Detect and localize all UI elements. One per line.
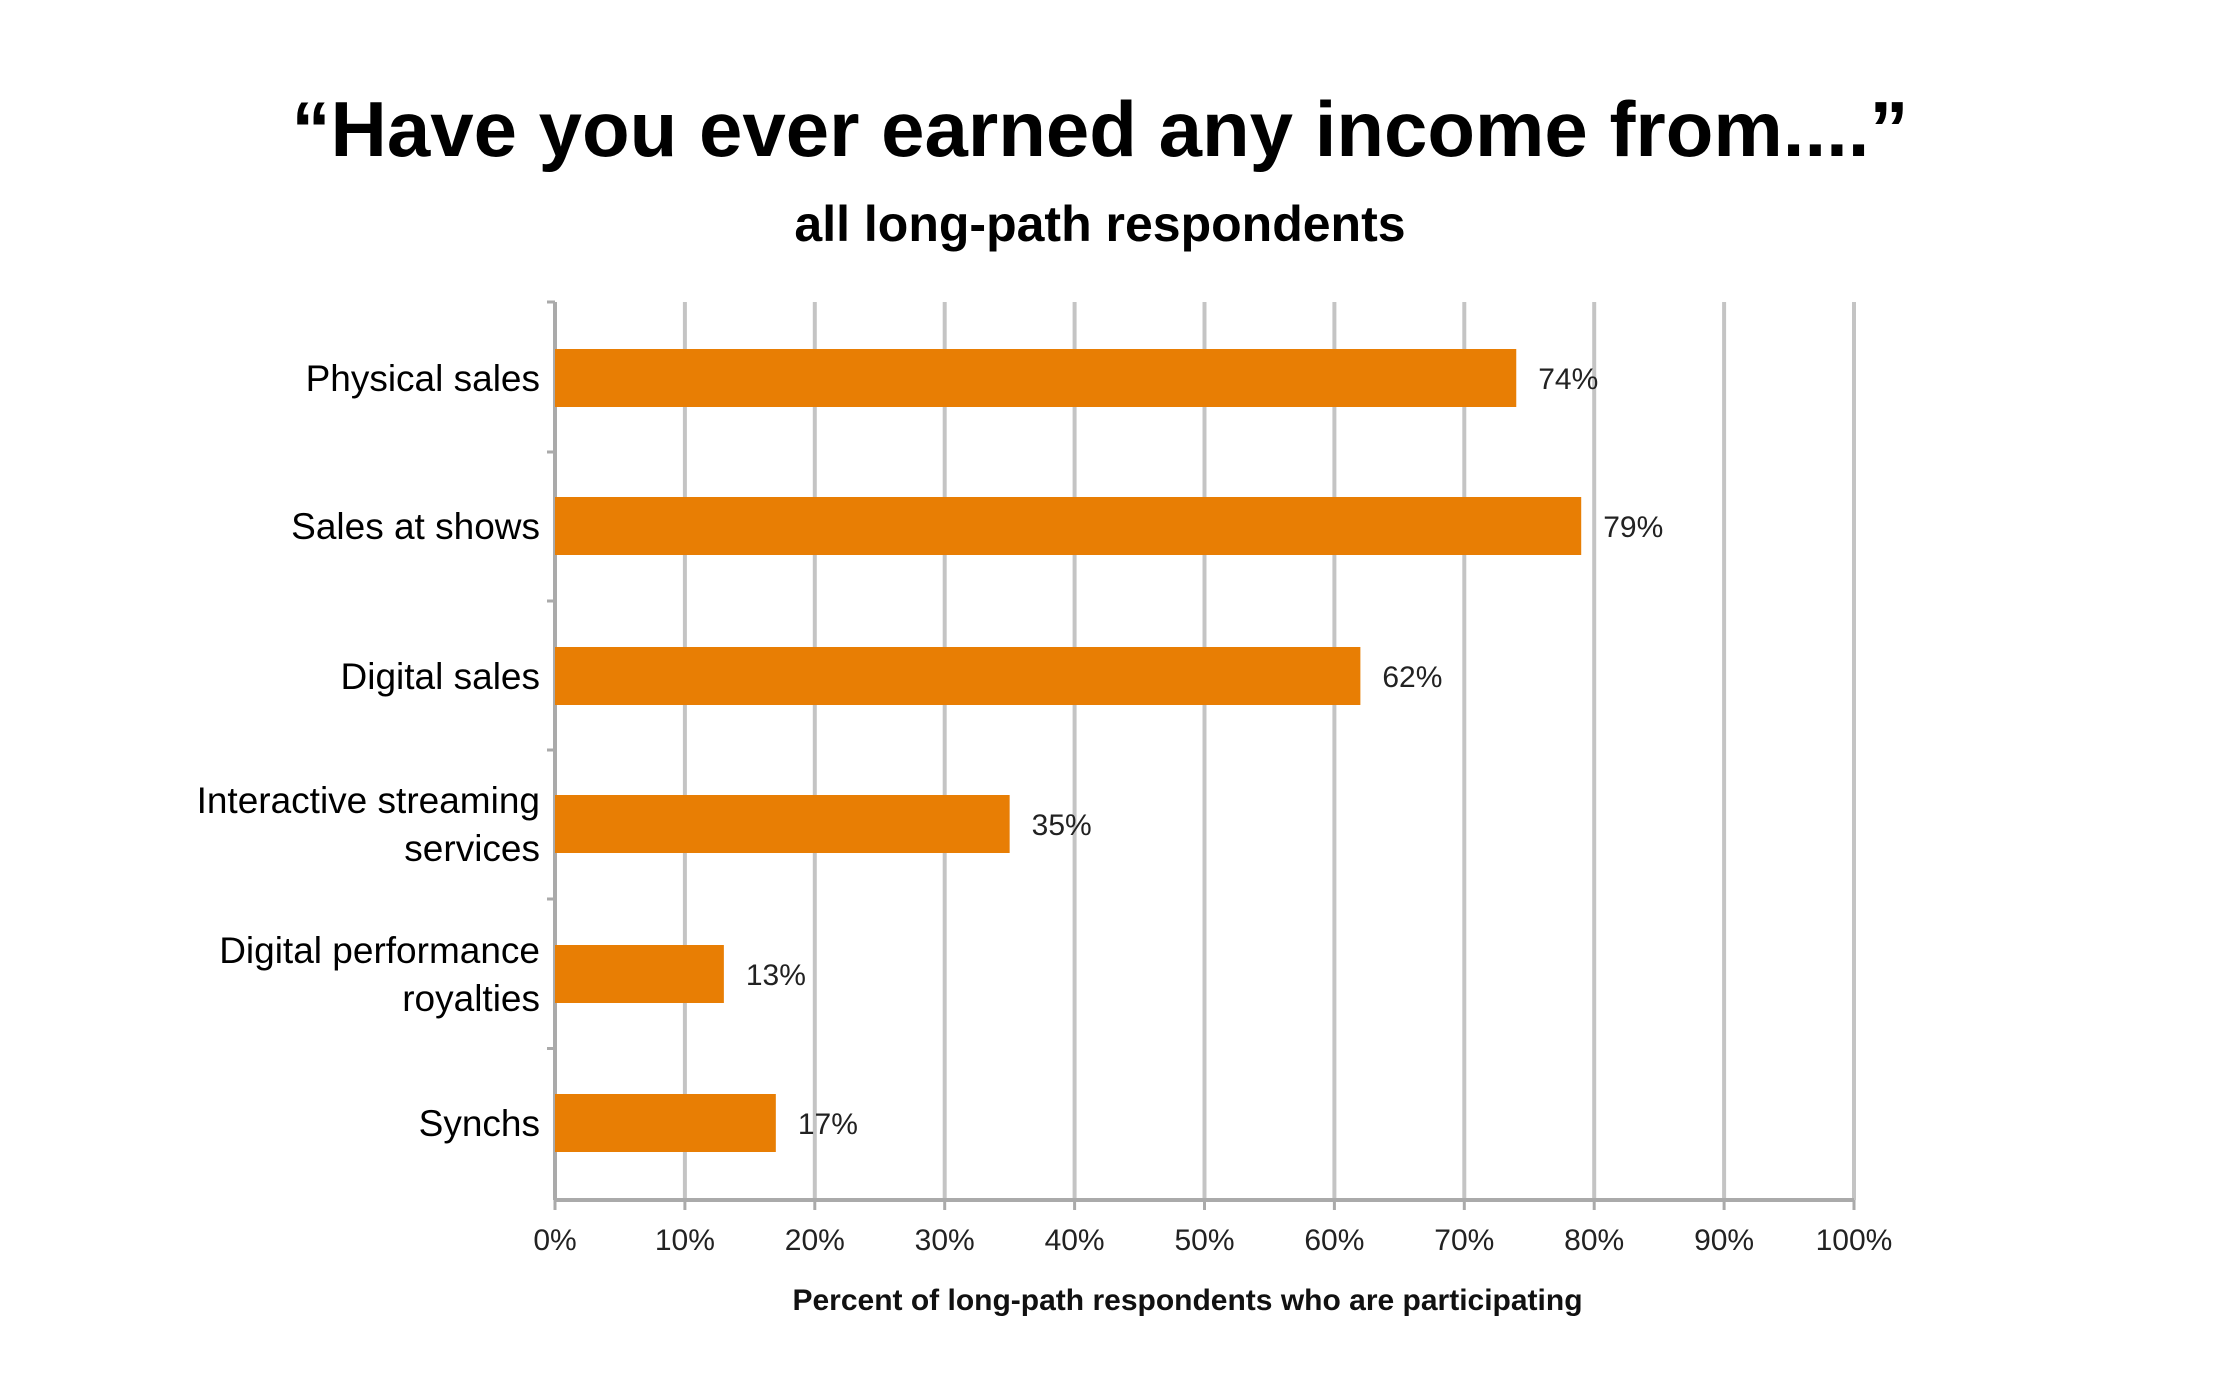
- category-label: Synchs: [419, 1103, 540, 1144]
- x-tick-label: 0%: [533, 1224, 576, 1257]
- chart-subtitle: all long-path respondents: [794, 196, 1406, 252]
- data-label: 35%: [1032, 809, 1092, 842]
- x-tick-label: 70%: [1434, 1224, 1494, 1257]
- x-tick-label: 90%: [1694, 1224, 1754, 1257]
- data-label: 62%: [1382, 661, 1442, 694]
- x-tick-label: 20%: [785, 1224, 845, 1257]
- category-label: Sales at shows: [291, 506, 540, 547]
- data-labels: 74% 79% 62% 35% 13% 17%: [746, 363, 1663, 1141]
- category-label: Digital sales: [341, 656, 540, 697]
- x-tick-label: 80%: [1564, 1224, 1624, 1257]
- x-tick-label: 60%: [1304, 1224, 1364, 1257]
- x-tick-label: 40%: [1045, 1224, 1105, 1257]
- category-label: Interactive streaming services: [197, 780, 540, 869]
- data-label: 13%: [746, 959, 806, 992]
- x-tick-label: 50%: [1174, 1224, 1234, 1257]
- bar: [555, 795, 1010, 853]
- bar: [555, 349, 1517, 407]
- category-label: Digital performance royalties: [219, 930, 540, 1019]
- gridlines: [682, 302, 1856, 1200]
- x-tick-label: 10%: [655, 1224, 715, 1257]
- axes: [547, 300, 1856, 1210]
- data-label: 17%: [798, 1108, 858, 1141]
- bar: [555, 1094, 776, 1152]
- category-label: Physical sales: [306, 358, 540, 399]
- bar: [555, 647, 1361, 705]
- data-label: 74%: [1538, 363, 1598, 396]
- data-label: 79%: [1603, 511, 1663, 544]
- bar: [555, 497, 1582, 555]
- bars: [555, 349, 1582, 1152]
- x-tick-label: 30%: [915, 1224, 975, 1257]
- x-tick-label: 100%: [1816, 1224, 1893, 1257]
- bar: [555, 945, 724, 1003]
- category-labels: Physical sales Sales at shows Digital sale…: [197, 358, 540, 1144]
- x-axis-title: Percent of long-path respondents who are…: [792, 1284, 1582, 1317]
- x-tick-labels: 0% 10% 20% 30% 40% 50% 60% 70% 80% 90% 100%: [533, 1224, 1892, 1257]
- chart-title: “Have you ever earned any income from...…: [291, 85, 1909, 173]
